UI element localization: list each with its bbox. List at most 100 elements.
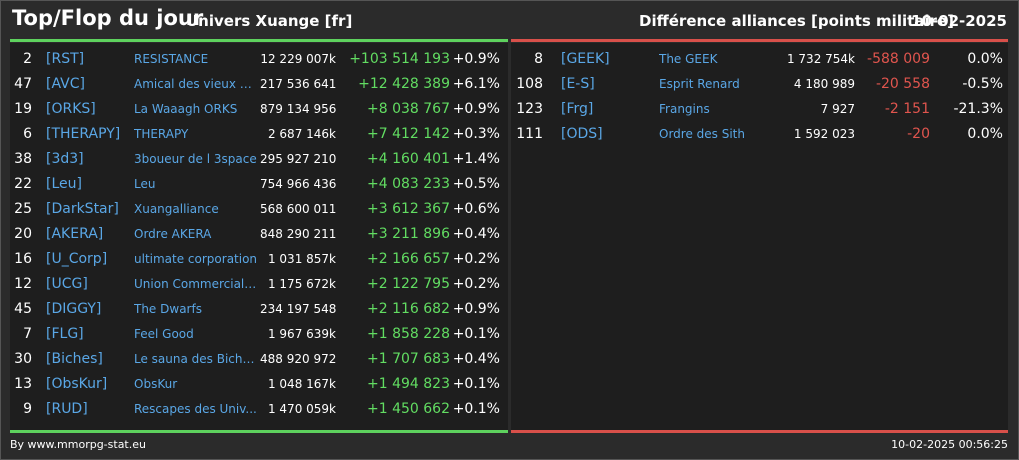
rank-cell: 45 (14, 301, 32, 317)
alliance-tag-link[interactable]: [DarkStar] (46, 201, 119, 217)
alliance-name-link[interactable]: ultimate corporation (134, 252, 258, 266)
percent-change-cell: -21.3% (953, 101, 1003, 117)
military-points-cell: 1 592 023 (793, 127, 855, 141)
alliance-tag-link[interactable]: [DIGGY] (46, 301, 102, 317)
alliance-tag-link[interactable]: [E-S] (561, 76, 595, 92)
alliance-tag-link[interactable]: [FLG] (46, 326, 84, 342)
points-difference-cell: +2 116 682 (367, 301, 450, 317)
alliance-tag-link[interactable]: [GEEK] (561, 51, 610, 67)
ranking-date: 10-02-2025 (911, 12, 1007, 30)
source-credit: By www.mmorpg-stat.eu (10, 438, 146, 451)
rank-cell: 20 (14, 226, 32, 242)
percent-change-cell: 0.0% (967, 51, 1003, 67)
alliance-tag-link[interactable]: [ObsKur] (46, 376, 108, 392)
points-difference-cell: +8 038 767 (367, 101, 450, 117)
alliance-name-link[interactable]: Le sauna des Biche... (134, 352, 258, 366)
alliance-name-link[interactable]: The Dwarfs (134, 302, 202, 316)
rank-cell: 111 (516, 126, 543, 142)
alliance-name-link[interactable]: Frangins (659, 102, 710, 116)
top-losers-panel: 8 [GEEK] The GEEK 1 732 754k -588 009 0.0% 108… (511, 43, 1008, 430)
alliance-tag-link[interactable]: [Frg] (561, 101, 594, 117)
points-difference-cell: +1 707 683 (367, 351, 450, 367)
percent-change-cell: +0.4% (452, 226, 500, 242)
alliance-row: 45 [DIGGY] The Dwarfs 234 197 548 +2 116 682… (10, 297, 508, 322)
alliance-name-link[interactable]: Ordre des Sith (659, 127, 745, 141)
military-points-cell: 1 048 167k (267, 377, 336, 391)
points-difference-cell: -588 009 (867, 51, 930, 67)
rank-cell: 123 (516, 101, 543, 117)
alliance-name-link[interactable]: The GEEK (659, 52, 718, 66)
alliance-tag-link[interactable]: [RUD] (46, 401, 88, 417)
percent-change-cell: +0.9% (452, 301, 500, 317)
military-points-cell: 1 175 672k (267, 277, 336, 291)
military-points-cell: 295 927 210 (260, 152, 336, 166)
points-difference-cell: +4 083 233 (367, 176, 450, 192)
alliance-row: 8 [GEEK] The GEEK 1 732 754k -588 009 0.0% (511, 47, 1008, 72)
military-points-cell: 488 920 972 (260, 352, 336, 366)
points-difference-cell: +4 160 401 (367, 151, 450, 167)
alliance-tag-link[interactable]: [U_Corp] (46, 251, 108, 267)
alliance-row: 2 [RST] RESISTANCE 12 229 007k +103 514 193 +… (10, 47, 508, 72)
rank-cell: 30 (14, 351, 32, 367)
points-difference-cell: +7 412 142 (367, 126, 450, 142)
rank-cell: 13 (14, 376, 32, 392)
alliance-tag-link[interactable]: [Biches] (46, 351, 103, 367)
alliance-name-link[interactable]: THERAPY (134, 127, 189, 141)
military-points-cell: 1 470 059k (267, 402, 336, 416)
alliance-name-link[interactable]: Union Commerciale... (134, 277, 258, 291)
alliance-tag-link[interactable]: [RST] (46, 51, 85, 67)
alliance-name-link[interactable]: 3boueur de l 3space (134, 152, 257, 166)
top-divider-top (10, 39, 508, 42)
military-points-cell: 754 966 436 (260, 177, 336, 191)
alliance-row: 38 [3d3] 3boueur de l 3space 295 927 210 +4 … (10, 147, 508, 172)
alliance-tag-link[interactable]: [AKERA] (46, 226, 104, 242)
rank-cell: 6 (23, 126, 32, 142)
alliance-row: 16 [U_Corp] ultimate corporation 1 031 857k… (10, 247, 508, 272)
percent-change-cell: +0.2% (452, 276, 500, 292)
points-difference-cell: +2 166 657 (367, 251, 450, 267)
alliance-tag-link[interactable]: [ORKS] (46, 101, 96, 117)
alliance-tag-link[interactable]: [Leu] (46, 176, 82, 192)
rank-cell: 8 (534, 51, 543, 67)
alliance-name-link[interactable]: Esprit Renard (659, 77, 740, 91)
military-points-cell: 848 290 211 (260, 227, 336, 241)
top-divider-bottom (10, 430, 508, 433)
military-points-cell: 4 180 989 (793, 77, 855, 91)
percent-change-cell: +0.6% (452, 201, 500, 217)
alliance-row: 47 [AVC] Amical des vieux co... 217 536 641… (10, 72, 508, 97)
points-difference-cell: -20 (907, 126, 930, 142)
alliance-name-link[interactable]: RESISTANCE (134, 52, 209, 66)
alliance-tag-link[interactable]: [THERAPY] (46, 126, 121, 142)
rank-cell: 38 (14, 151, 32, 167)
percent-change-cell: +0.1% (452, 376, 500, 392)
alliance-row: 9 [RUD] Rescapes des Univ... 1 470 059k +1 4… (10, 397, 508, 422)
flop-divider-bottom (511, 430, 1008, 433)
alliance-name-link[interactable]: Xuangalliance (134, 202, 219, 216)
alliance-tag-link[interactable]: [3d3] (46, 151, 84, 167)
percent-change-cell: +0.4% (452, 351, 500, 367)
alliance-name-link[interactable]: Ordre AKERA (134, 227, 212, 241)
alliance-row: 123 [Frg] Frangins 7 927 -2 151 -21.3% (511, 97, 1008, 122)
points-difference-cell: +3 612 367 (367, 201, 450, 217)
military-points-cell: 1 031 857k (267, 252, 336, 266)
points-difference-cell: -2 151 (884, 101, 930, 117)
alliance-name-link[interactable]: Rescapes des Univ... (134, 402, 257, 416)
alliance-tag-link[interactable]: [AVC] (46, 76, 85, 92)
alliance-name-link[interactable]: Leu (134, 177, 156, 191)
alliance-name-link[interactable]: La Waaagh ORKS (134, 102, 238, 116)
alliance-row: 13 [ObsKur] ObsKur 1 048 167k +1 494 823 +0.1… (10, 372, 508, 397)
alliance-tag-link[interactable]: [UCG] (46, 276, 88, 292)
alliance-row: 30 [Biches] Le sauna des Biche... 488 920 9… (10, 347, 508, 372)
percent-change-cell: +0.1% (452, 326, 500, 342)
alliance-name-link[interactable]: Amical des vieux co... (134, 77, 258, 91)
alliance-name-link[interactable]: ObsKur (134, 377, 178, 391)
rank-cell: 9 (23, 401, 32, 417)
universe-label: Univers Xuange [fr] (186, 12, 353, 30)
points-difference-cell: +12 428 389 (358, 76, 450, 92)
rank-cell: 12 (14, 276, 32, 292)
percent-change-cell: +0.1% (452, 401, 500, 417)
alliance-row: 12 [UCG] Union Commerciale... 1 175 672k +2 … (10, 272, 508, 297)
alliance-row: 7 [FLG] Feel Good 1 967 639k +1 858 228 +0.1% (10, 322, 508, 347)
alliance-tag-link[interactable]: [ODS] (561, 126, 603, 142)
alliance-name-link[interactable]: Feel Good (134, 327, 194, 341)
